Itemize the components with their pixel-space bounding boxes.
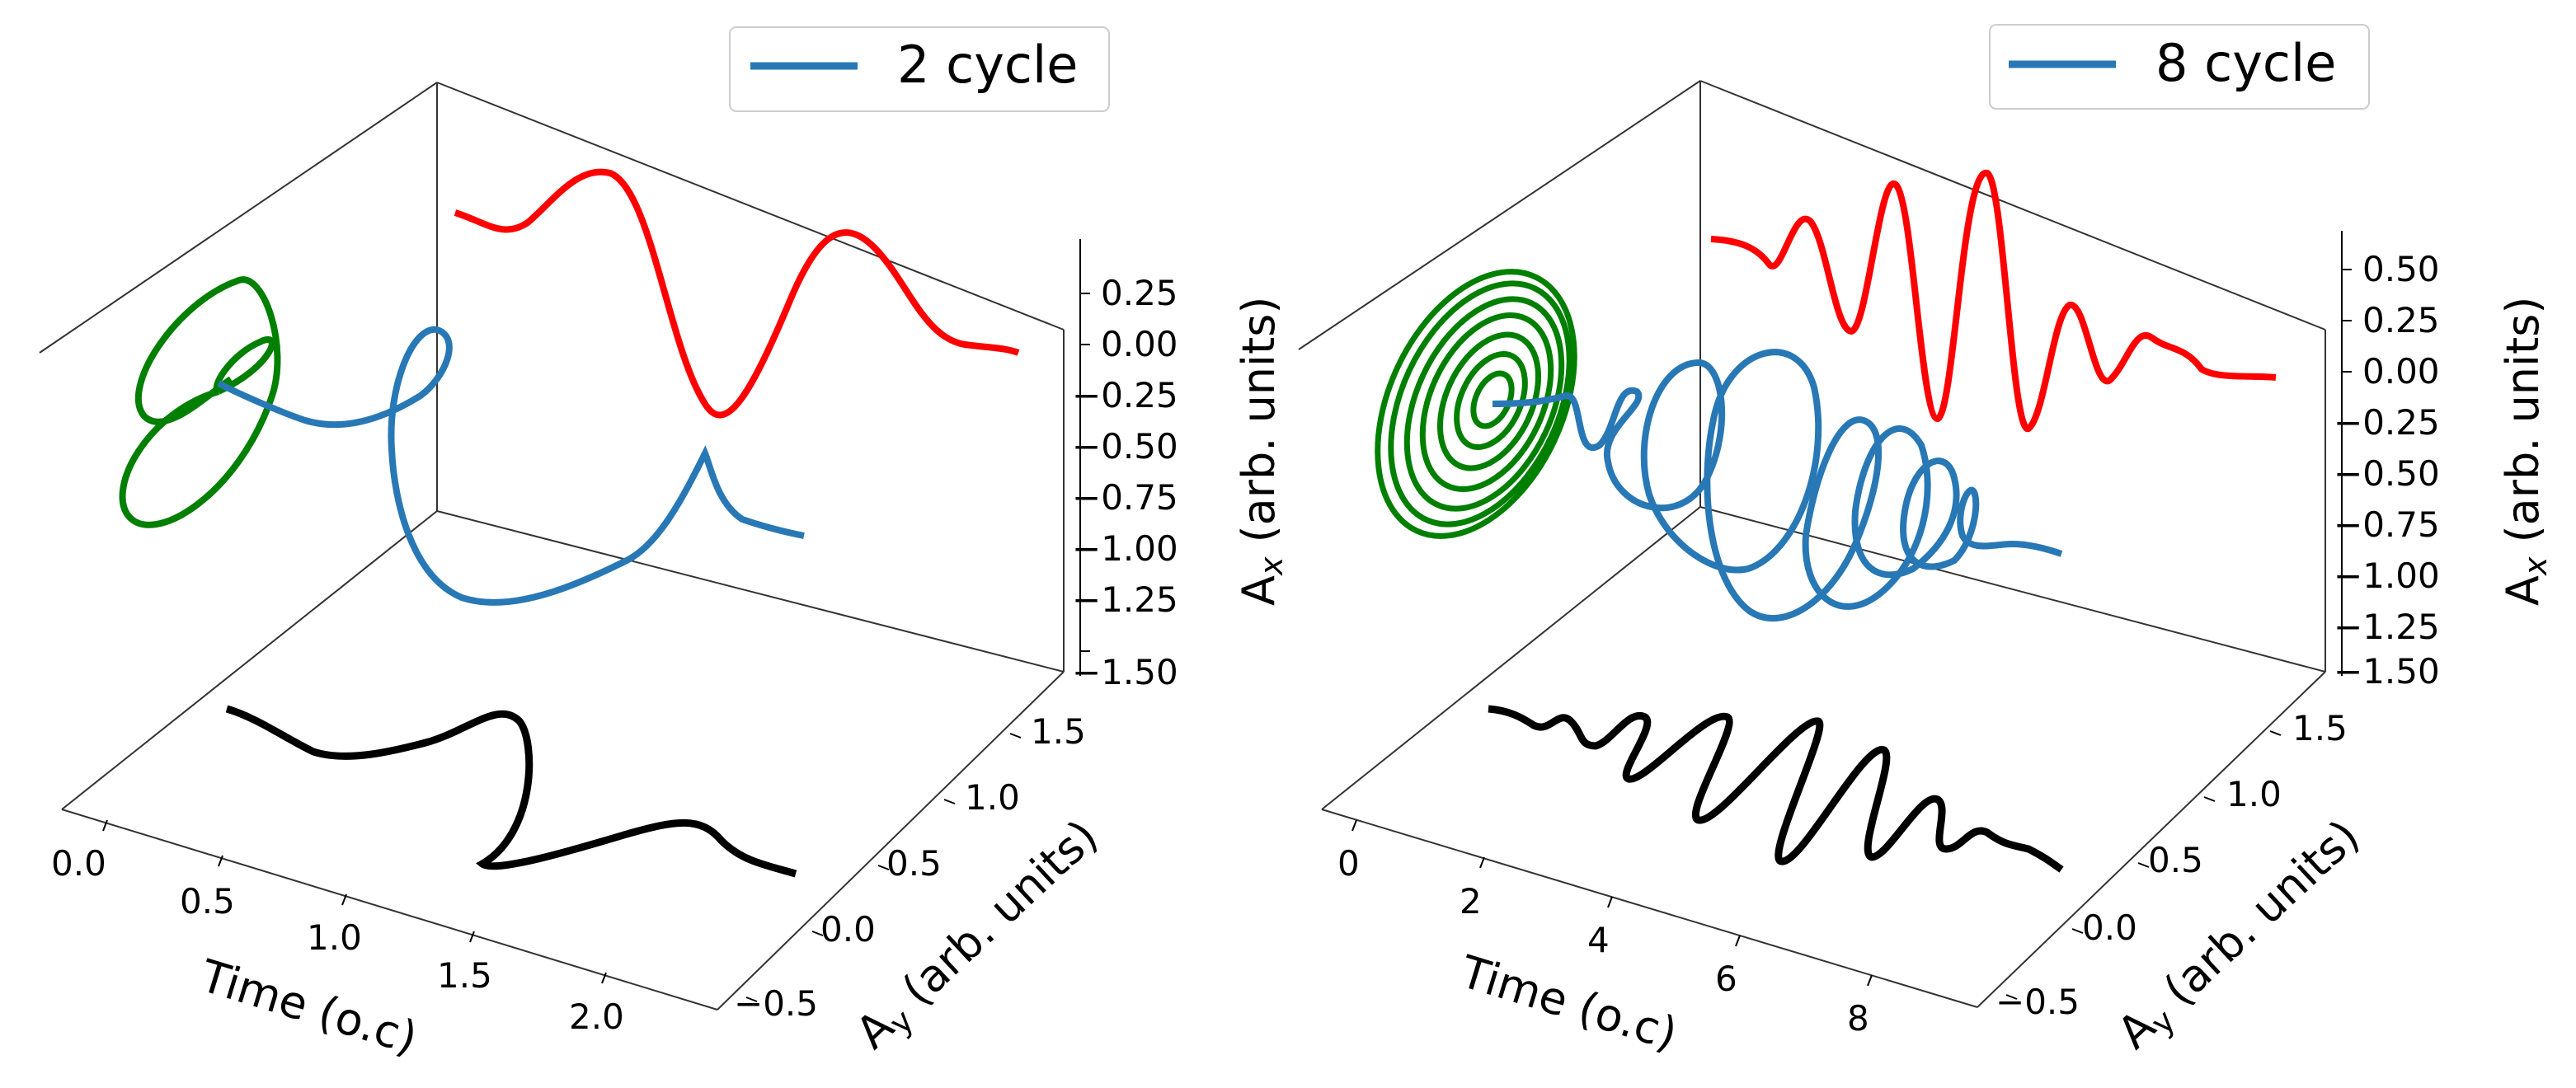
3d-curve xyxy=(1492,349,2063,621)
z-tick-label: 0.00 xyxy=(2362,351,2440,392)
z-tick-labels: 0.25 0.00 −0.25 −0.50 −0.75 −1.00 −1.25 … xyxy=(1072,273,1178,692)
z-axis-label: Ax (arb. units) xyxy=(2497,297,2554,606)
y-tick-label: 0.0 xyxy=(820,909,876,950)
x-axis-label: Time (o.c) xyxy=(194,950,423,1065)
x-tick-label: 1.5 xyxy=(437,955,492,996)
z-tick-label: −0.50 xyxy=(1072,426,1178,467)
y-tick-labels: −0.5 0.0 0.5 1.0 1.5 xyxy=(734,711,1086,1024)
z-ticks xyxy=(2341,231,2352,676)
z-tick-label: 0.50 xyxy=(2362,249,2440,289)
polarization-projection xyxy=(1375,269,1577,539)
panel-8-cycle: 0.50 0.25 0.00 −0.25 −0.50 −0.75 −1.00 −… xyxy=(1298,24,2554,1061)
y-tick-label: −0.5 xyxy=(1995,982,2080,1022)
z-tick-label: −0.25 xyxy=(2334,402,2440,443)
polarization-projection xyxy=(119,276,281,528)
ax-projection-curve xyxy=(1710,170,2277,433)
z-tick-label: −0.25 xyxy=(1072,375,1178,415)
z-tick-labels: 0.50 0.25 0.00 −0.25 −0.50 −0.75 −1.00 −… xyxy=(2334,249,2440,692)
y-tick-label: 1.0 xyxy=(965,777,1020,818)
y-ticks xyxy=(2005,730,2282,1000)
z-tick-label: −1.00 xyxy=(2334,556,2440,596)
legend: 2 cycle xyxy=(729,26,1110,112)
y-tick-label: 1.0 xyxy=(2226,774,2282,814)
x-tick-label: 4 xyxy=(1587,920,1610,960)
z-axis-label: Ax (arb. units) xyxy=(1233,297,1290,606)
x-tick-labels: 0 2 4 6 8 xyxy=(1337,843,1869,1039)
y-tick-label: 0.5 xyxy=(2148,840,2203,880)
legend: 8 cycle xyxy=(1989,24,2370,110)
y-tick-label: 0.5 xyxy=(886,843,942,884)
legend-label: 2 cycle xyxy=(897,35,1078,95)
x-ticks xyxy=(102,819,607,984)
z-tick-label: −1.25 xyxy=(2334,607,2440,647)
x-tick-label: 8 xyxy=(1847,998,1869,1039)
z-tick-label: 0.00 xyxy=(1101,324,1178,364)
axes-box xyxy=(1298,80,2326,1008)
x-tick-label: 0.5 xyxy=(180,881,235,922)
x-tick-label: 1.0 xyxy=(307,917,362,958)
ay-projection-curve xyxy=(225,705,797,878)
y-tick-label: −0.5 xyxy=(734,983,818,1024)
x-tick-label: 0.0 xyxy=(51,843,106,884)
y-tick-label: 1.5 xyxy=(1031,711,1086,752)
panel-2-cycle: 0.25 0.00 −0.25 −0.50 −0.75 −1.00 −1.25 … xyxy=(39,26,1290,1065)
z-tick-label: 0.25 xyxy=(1101,273,1178,313)
z-tick-label: −1.50 xyxy=(2334,651,2440,692)
z-tick-label: −0.75 xyxy=(2334,504,2440,545)
x-tick-label: 2 xyxy=(1460,881,1482,922)
y-tick-labels: −0.5 0.0 0.5 1.0 1.5 xyxy=(1995,708,2348,1022)
3d-curve xyxy=(217,326,805,606)
y-tick-label: 0.0 xyxy=(2082,907,2137,948)
x-axis-label: Time (o.c) xyxy=(1454,945,1683,1061)
legend-label: 8 cycle xyxy=(2155,33,2336,93)
z-ticks xyxy=(1079,239,1090,676)
x-tick-label: 6 xyxy=(1715,959,1737,999)
x-tick-labels: 0.0 0.5 1.0 1.5 2.0 xyxy=(51,843,624,1037)
y-ticks xyxy=(745,733,1022,1002)
x-tick-label: 2.0 xyxy=(569,997,624,1037)
z-tick-label: 0.25 xyxy=(2362,300,2440,340)
z-tick-label: −1.50 xyxy=(1072,652,1178,692)
ay-projection-curve xyxy=(1488,705,2064,873)
axes-box xyxy=(39,82,1065,1011)
y-tick-label: 1.5 xyxy=(2292,708,2348,748)
x-ticks xyxy=(1351,819,1873,987)
z-tick-label: −1.00 xyxy=(1072,528,1178,569)
x-tick-label: 0 xyxy=(1337,843,1360,884)
z-tick-label: −0.50 xyxy=(2334,453,2440,494)
ax-projection-curve xyxy=(454,168,1020,419)
z-tick-label: −1.25 xyxy=(1072,579,1178,620)
z-tick-label: −0.75 xyxy=(1072,477,1178,518)
